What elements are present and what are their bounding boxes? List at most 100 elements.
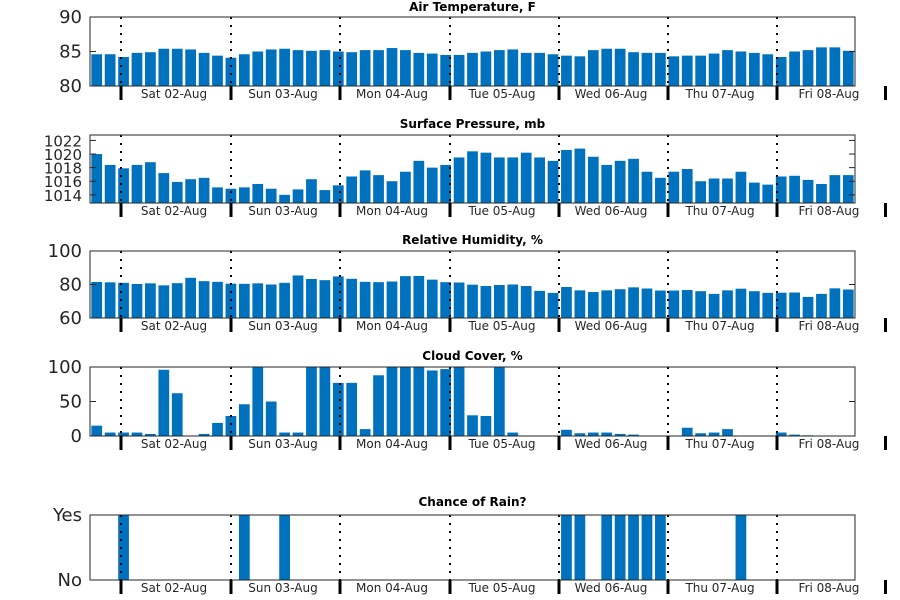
data-bar [775,176,787,203]
data-bar [198,433,210,436]
xtick-mark [775,86,779,100]
data-bar [735,171,747,203]
data-bar [708,178,720,203]
data-bar [265,49,277,86]
data-bar [574,56,586,86]
xtick-label: Thu 07-Aug [684,437,754,451]
xtick-mark [229,86,233,100]
data-bar [279,515,290,580]
xtick-label: Wed 06-Aug [575,437,648,451]
data-bar [198,281,210,318]
xtick-label: Mon 04-Aug [356,87,428,101]
data-bar [359,170,371,203]
panel-5: Chance of Rain? No Yes Sat 02-Aug Sun 03-Aug… [52,495,887,595]
data-bar [91,425,103,436]
data-bar [480,51,492,86]
data-bar [453,282,465,318]
data-bar [413,367,425,436]
panel-4: Cloud Cover, % 0 50 100 Sat 02-Aug Sun 03-Aug… [48,349,887,451]
data-bar [628,158,639,203]
data-bar [628,434,639,436]
xtick-label: Fri 08-Aug [799,204,860,218]
data-bar [561,515,572,580]
xtick-mark [338,203,342,217]
data-bar [386,367,398,436]
data-bar [708,293,720,318]
xtick-mark [666,86,670,100]
data-bar [118,168,129,203]
data-bar [748,52,760,86]
xtick-label: Mon 04-Aug [356,204,428,218]
data-bar [440,54,452,86]
data-bar [279,48,290,86]
data-bar [574,433,586,436]
data-bar [185,179,197,203]
xtick-label: Tue 05-Aug [467,581,535,595]
data-bar [614,289,626,318]
data-bar [601,515,613,580]
xtick-mark [666,318,670,332]
data-bar [641,52,653,86]
data-bar [319,280,331,318]
data-bar [561,149,572,203]
data-bar [453,54,465,86]
data-bar [145,52,156,86]
data-bar [493,50,505,86]
xtick-mark [229,580,233,594]
data-bar [212,281,223,318]
data-bar [574,290,586,318]
data-bar [493,157,505,203]
data-bar [561,55,572,86]
data-bar [829,175,841,203]
ytick-label: 1016 [44,173,82,191]
data-bar [829,288,841,318]
data-bar [426,279,438,318]
data-bar [346,176,358,203]
data-bar [145,162,156,203]
xtick-label: Fri 08-Aug [799,437,860,451]
data-bar [440,282,452,318]
data-bar [816,47,827,86]
data-bar [238,283,250,318]
data-bar [373,175,384,203]
data-bar [695,291,707,318]
data-bar [762,54,774,86]
data-bar [789,175,800,203]
data-bar [681,290,693,318]
data-bar [681,427,693,436]
data-bar [185,277,197,318]
data-bar [708,53,720,86]
data-bar [212,422,223,436]
data-bar [238,187,250,203]
data-bar [131,52,143,86]
data-bar [373,282,384,318]
axes-box [89,134,856,204]
xtick-mark [448,86,452,100]
data-bar [171,393,183,436]
data-bar [762,292,774,319]
data-bar [507,157,519,203]
xtick-label: Fri 08-Aug [799,581,860,595]
data-bar [373,375,384,436]
data-bar [722,178,733,203]
data-bar [574,515,586,580]
data-bar [400,367,411,436]
data-bar [614,433,626,436]
data-bar [413,52,425,86]
xtick-mark [229,436,233,450]
data-bar [507,284,519,318]
data-bar [561,287,572,318]
data-bar [816,293,827,318]
data-bar [265,401,277,436]
data-bar [520,52,532,86]
data-bar [748,182,760,203]
ytick-label: 1022 [44,132,82,150]
data-bar [292,432,304,436]
ytick-label: 80 [59,275,82,296]
xtick-label: Wed 06-Aug [575,87,648,101]
xtick-mark [119,580,123,594]
xtick-label: Sun 03-Aug [248,319,317,333]
xtick-mark [775,318,779,332]
data-bar [332,51,344,86]
data-bar [145,283,156,318]
